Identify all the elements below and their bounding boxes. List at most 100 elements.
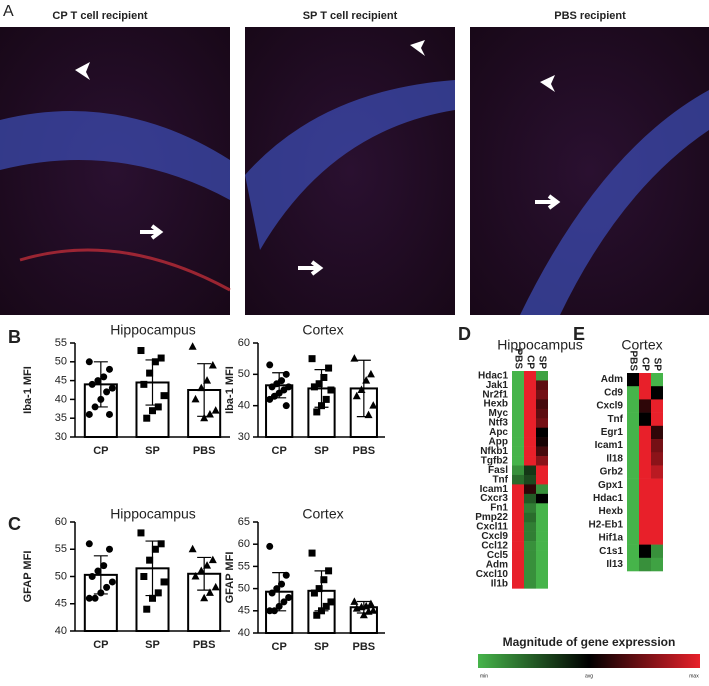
heatmap-cell xyxy=(512,399,524,410)
heatmap-cell xyxy=(524,493,536,504)
heatmap-cell xyxy=(639,531,651,545)
data-point xyxy=(364,607,373,615)
heatmap-cell xyxy=(536,399,548,410)
heatmap-cell xyxy=(512,380,524,391)
x-tick-label: SP xyxy=(314,445,329,457)
heatmap-cell xyxy=(536,550,548,561)
x-tick-label: CP xyxy=(93,445,108,457)
data-point xyxy=(282,402,290,410)
data-point xyxy=(362,601,371,610)
data-point xyxy=(322,602,330,610)
heatmap-cell xyxy=(536,437,548,447)
data-point xyxy=(211,582,220,591)
y-tick-label: 45 xyxy=(238,605,250,617)
y-tick-label: 50 xyxy=(55,570,67,582)
heatmap-cell xyxy=(536,456,548,466)
row-label: Cxcl9 xyxy=(481,531,508,542)
x-tick-label: SP xyxy=(145,445,160,457)
data-point xyxy=(88,573,96,580)
heatmap-cell xyxy=(627,465,639,479)
data-point xyxy=(205,588,214,596)
heatmap-cell xyxy=(639,386,651,400)
chart-title: Hippocampus xyxy=(110,506,196,522)
cell-layer xyxy=(0,111,230,200)
y-tick-label: 35 xyxy=(55,412,67,424)
data-point xyxy=(94,567,102,575)
data-point xyxy=(350,354,359,362)
row-label: Tgfb2 xyxy=(481,455,509,466)
data-point xyxy=(369,606,378,614)
row-label: C1s1 xyxy=(599,546,623,557)
y-tick-label: 40 xyxy=(238,627,250,639)
heatmap-cell xyxy=(512,408,524,419)
heatmap-cell xyxy=(512,531,524,542)
arrow xyxy=(298,260,324,276)
row-label: Grb2 xyxy=(600,467,624,478)
data-point xyxy=(91,594,99,602)
data-point xyxy=(154,403,162,411)
data-point xyxy=(359,610,368,619)
data-point xyxy=(203,376,212,384)
heatmap-cell xyxy=(639,491,651,506)
data-point xyxy=(366,369,375,378)
data-point xyxy=(191,572,200,580)
heatmap-cell xyxy=(524,474,536,485)
x-tick-label: PBS xyxy=(193,639,216,651)
panel-label: B xyxy=(8,327,21,347)
colorbar-label: max xyxy=(689,673,699,679)
heatmap-cell xyxy=(536,541,548,551)
row-label: Nr2f1 xyxy=(482,389,508,400)
data-point xyxy=(280,598,288,606)
heatmap-cell xyxy=(512,503,524,514)
heatmap-cell xyxy=(512,418,524,428)
heatmap-cell xyxy=(536,569,548,580)
data-point xyxy=(268,383,276,391)
heatmap-cell xyxy=(627,544,639,559)
heatmap-cell xyxy=(524,371,536,381)
data-point xyxy=(149,594,156,602)
heatmap-cell xyxy=(627,386,639,400)
heatmap-cell xyxy=(524,456,536,466)
row-label: Il1b xyxy=(491,578,508,589)
heatmap-cell xyxy=(536,560,548,570)
x-tick-label: SP xyxy=(314,641,329,653)
heatmap-cell xyxy=(627,478,639,493)
data-point xyxy=(103,388,111,396)
y-tick-label: 30 xyxy=(55,431,67,443)
heatmap-cell xyxy=(639,478,651,493)
heatmap-cell xyxy=(536,408,548,419)
heatmap-cell xyxy=(627,557,639,572)
data-point xyxy=(197,566,206,575)
heatmap-cell xyxy=(651,425,663,440)
data-point xyxy=(137,529,145,537)
data-point xyxy=(325,567,333,575)
data-point xyxy=(85,410,93,418)
heatmap-cell xyxy=(536,427,548,438)
y-tick-label: 60 xyxy=(55,516,67,528)
heatmap-cell xyxy=(536,503,548,514)
x-tick-label: PBS xyxy=(193,445,216,457)
data-point xyxy=(211,406,220,414)
heatmap-cell xyxy=(536,465,548,476)
row-label: Icam1 xyxy=(595,440,624,451)
y-tick-label: 50 xyxy=(55,356,67,368)
heatmap-cell xyxy=(512,512,524,523)
data-point xyxy=(100,373,108,381)
data-point xyxy=(146,369,154,377)
y-axis-label: GFAP MFI xyxy=(22,551,34,603)
data-point xyxy=(282,370,290,378)
row-label: Hdac1 xyxy=(593,493,623,504)
data-point xyxy=(366,599,375,608)
data-point xyxy=(94,377,102,385)
heatmap-cell xyxy=(536,512,548,523)
data-point xyxy=(97,589,105,597)
column-label: CP xyxy=(524,355,535,369)
heatmap-cell xyxy=(512,522,524,532)
data-point xyxy=(308,355,316,363)
data-point xyxy=(320,576,328,584)
data-point xyxy=(103,583,111,591)
y-tick-label: 65 xyxy=(238,516,250,528)
heatmap-cell xyxy=(627,531,639,545)
heatmap-cell xyxy=(524,560,536,570)
heatmap-cell xyxy=(639,518,651,532)
